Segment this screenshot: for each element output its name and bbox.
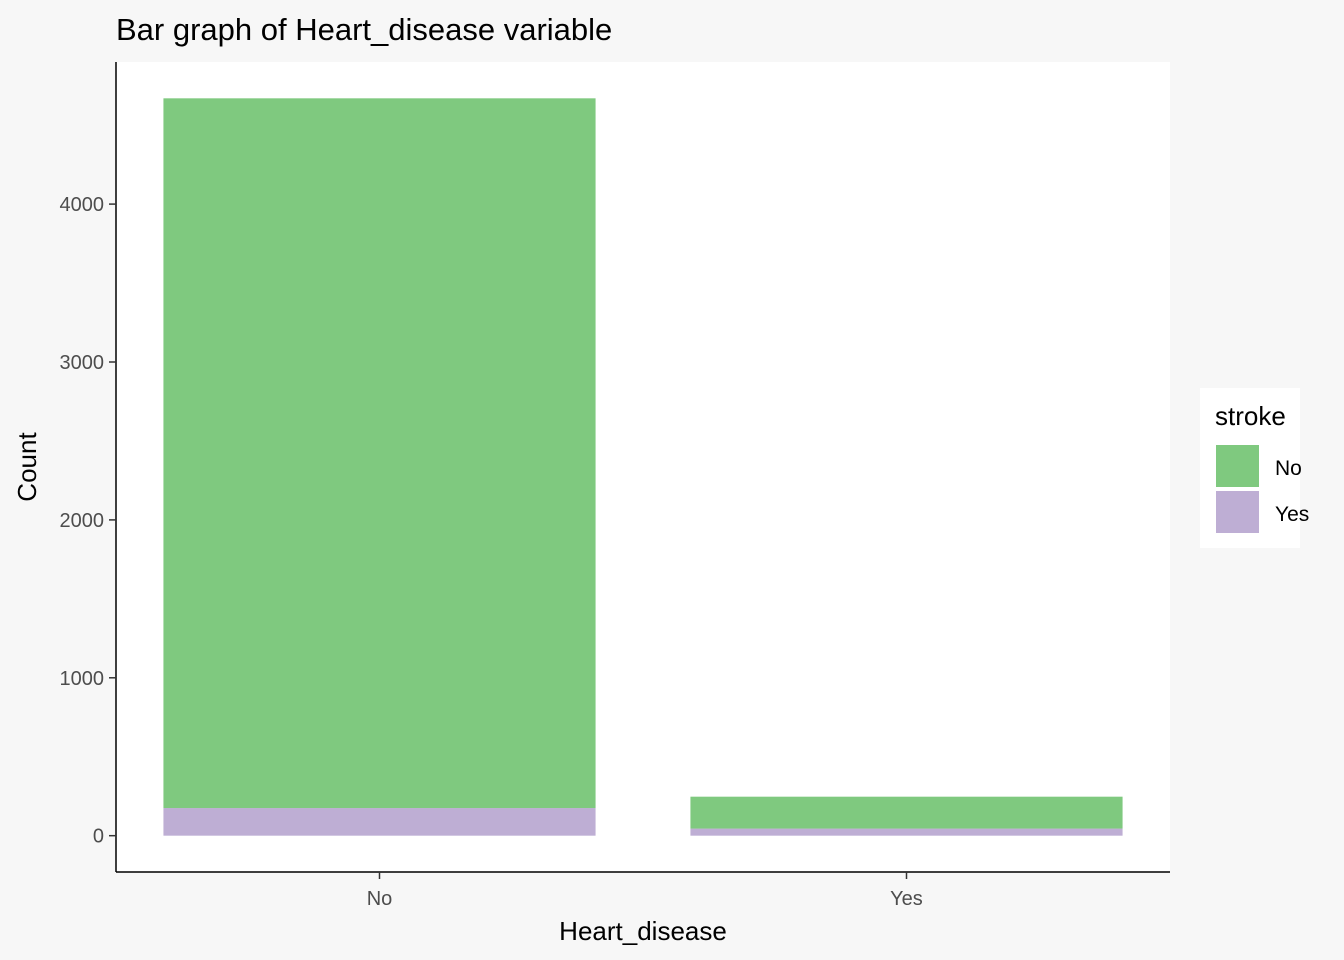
bar-no-stroke-no <box>163 98 596 809</box>
x-axis-title: Heart_disease <box>559 916 727 946</box>
legend-label-no: No <box>1275 457 1302 480</box>
legend-swatch-yes <box>1216 491 1259 533</box>
legend-label-yes: Yes <box>1275 503 1309 526</box>
y-tick-label: 0 <box>93 826 104 848</box>
legend-items: No Yes <box>1216 445 1309 533</box>
bar-no-stroke-yes <box>163 808 596 836</box>
y-tick-label: 1000 <box>60 668 105 690</box>
y-tick-label: 2000 <box>60 510 105 532</box>
x-axis-ticks: No Yes <box>367 872 923 910</box>
y-tick-label: 3000 <box>60 352 105 374</box>
y-axis-title: Count <box>12 432 42 502</box>
legend-title: stroke <box>1215 401 1286 431</box>
legend: stroke No Yes <box>1200 388 1309 548</box>
bar-yes-stroke-yes <box>690 828 1123 836</box>
x-tick-label: Yes <box>890 888 923 910</box>
x-tick-label: No <box>367 888 393 910</box>
bars-group <box>163 98 1123 836</box>
legend-swatch-no <box>1216 445 1259 487</box>
y-axis-ticks: 0 1000 2000 3000 4000 <box>60 194 116 848</box>
bar-yes-stroke-no <box>690 796 1123 829</box>
y-tick-label: 4000 <box>60 194 105 216</box>
chart-title: Bar graph of Heart_disease variable <box>116 12 612 47</box>
